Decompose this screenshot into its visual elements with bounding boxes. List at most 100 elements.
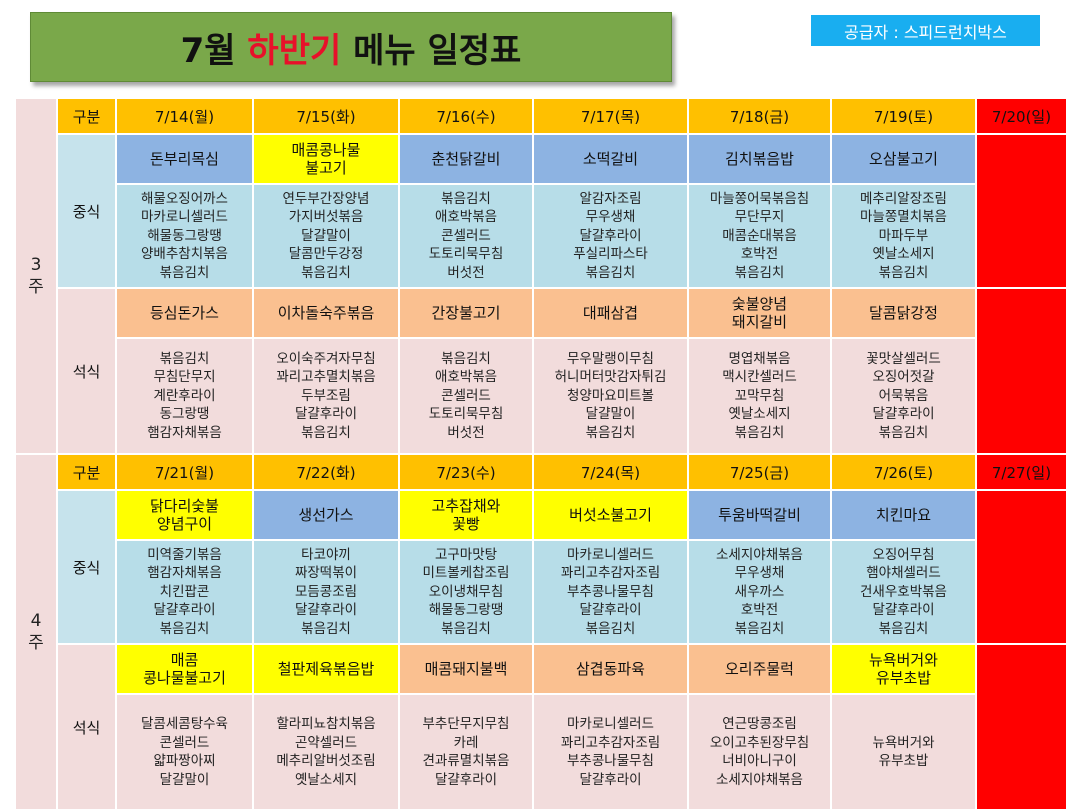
side-dish: 마늘쫑어묵볶음침	[709, 190, 810, 207]
date-header: 7/19(토)	[830, 97, 977, 135]
date-header: 7/26(토)	[830, 453, 977, 491]
week-unit: 주	[28, 633, 44, 653]
main-dish: 소떡갈비	[532, 133, 689, 185]
side-dishes: 마카로니셀러드 꽈리고추감자조림 부추콩나물무침 달걀후라이	[532, 693, 689, 811]
side-dish: 콘셀러드	[441, 387, 491, 404]
side-dish: 양배추참치볶음	[141, 246, 228, 263]
side-dish: 옛날소세지	[728, 406, 791, 423]
side-dish: 명엽채볶음	[728, 350, 791, 367]
side-dish: 달걀후라이	[294, 406, 358, 423]
side-dish: 도토리묵무침	[428, 246, 504, 263]
side-dish: 짜장떡볶이	[294, 565, 358, 582]
main-dish: 뉴욕버거와 유부초밥	[830, 643, 977, 695]
side-dishes: 볶음김치 무침단무지 계란후라이 동그랑땡 햄감자채볶음	[115, 337, 254, 455]
main-dish-line: 양념구이	[156, 515, 213, 533]
main-dish: 철판제육볶음밥	[252, 643, 400, 695]
main-dish-line: 삼겹동파육	[575, 660, 645, 678]
main-dish-line: 고추잡채와	[431, 497, 501, 515]
side-dish: 볶음김치	[878, 264, 929, 281]
page-title: 7월 하반기 메뉴 일정표	[30, 12, 672, 82]
side-dish: 달콤만두강정	[288, 246, 364, 263]
side-dish: 달걀후라이	[579, 227, 642, 244]
side-dish: 오이고추된장무침	[709, 734, 810, 751]
side-dishes: 연근땅콩조림 오이고추된장무침 너비아니구이 소세지야채볶음	[687, 693, 832, 811]
side-dish: 달걀후라이	[579, 602, 642, 619]
main-dish: 오리주물럭	[687, 643, 832, 695]
main-dish-line: 매콤	[170, 651, 199, 669]
side-dish: 무우생채	[585, 209, 636, 226]
side-dish: 모듬콩조림	[294, 583, 358, 600]
side-dish: 달걀말이	[585, 406, 636, 423]
side-dish: 가지버섯볶음	[288, 209, 364, 226]
side-dish: 부추단무지무침	[422, 716, 510, 732]
side-dish: 달걀후라이	[434, 771, 498, 788]
side-dishes: 마늘쫑어묵볶음침 무단무지 매콤순대볶음 호박전 볶음김치	[687, 183, 832, 289]
side-dish: 동그랑땡	[159, 406, 210, 423]
date-header: 7/24(목)	[532, 453, 689, 491]
main-dish: 김치볶음밥	[687, 133, 832, 185]
side-dish: 오이냉채무침	[428, 583, 504, 600]
side-dish: 뉴욕버거와	[872, 734, 935, 751]
side-dishes: 명엽채볶음 맥시칸셀러드 꼬막무침 옛날소세지 볶음김치	[687, 337, 832, 455]
sunday-header: 7/27(일)	[975, 453, 1068, 491]
side-dishes: 타코야끼 짜장떡볶이 모듬콩조림 달걀후라이 볶음김치	[252, 539, 400, 645]
main-dish-line: 닭다리숯불	[149, 497, 219, 515]
main-dish-line: 숯불양념	[731, 295, 788, 313]
dinner-label: 석식	[56, 643, 117, 811]
side-dishes: 무우말랭이무침 허니머터맛감자튀김 청양마요미트볼 달걀말이 볶음김치	[532, 337, 689, 455]
main-dish-line: 버섯소불고기	[569, 506, 652, 524]
side-dish: 알감자조림	[579, 190, 642, 207]
main-dish: 고추잡채와 꽃빵	[398, 489, 534, 541]
sunday-closed-cell	[975, 287, 1068, 455]
side-dish: 볶음김치	[734, 620, 785, 637]
side-dish: 오이숙주겨자무침	[276, 350, 376, 367]
sunday-closed-cell	[975, 133, 1068, 289]
date-header: 7/17(목)	[532, 97, 689, 135]
side-dish: 볶음김치	[734, 424, 785, 441]
date-header: 7/21(월)	[115, 453, 254, 491]
side-dish: 꽈리고추감자조림	[560, 565, 661, 582]
main-dish-line: 매콤돼지불백	[424, 660, 508, 678]
main-dish-line: 오삼불고기	[868, 150, 938, 168]
side-dish: 버섯전	[447, 424, 485, 441]
side-dish: 버섯전	[447, 264, 485, 281]
side-dish: 오징어젓갈	[872, 369, 935, 386]
date-header: 7/15(화)	[252, 97, 400, 135]
side-dish: 볶음김치	[301, 620, 351, 637]
side-dishes: 볶음김치 애호박볶음 콘셀러드 도토리묵무침 버섯전	[398, 183, 534, 289]
main-dish-line: 생선가스	[298, 506, 354, 524]
side-dish: 꼬막무침	[734, 387, 785, 404]
side-dishes: 알감자조림 무우생채 달걀후라이 푸실리파스타 볶음김치	[532, 183, 689, 289]
side-dish: 볶음김치	[301, 424, 351, 441]
sunday-closed-cell	[975, 489, 1068, 645]
main-dish: 치킨마요	[830, 489, 977, 541]
week-header-row: 3 주 구분 7/14(월) 7/15(화) 7/16(수) 7/17(목) 7/18(금) 7…	[14, 97, 1068, 455]
side-dish: 허니머터맛감자튀김	[554, 369, 667, 386]
side-dishes: 메추리알장조림 마늘쫑멸치볶음 마파두부 옛날소세지 볶음김치	[830, 183, 977, 289]
main-dish-line: 콩나물불고기	[143, 669, 226, 687]
main-dish-line: 유부초밥	[875, 669, 932, 687]
side-dish: 볶음김치	[734, 264, 785, 281]
side-dish: 볶음김치	[159, 620, 210, 637]
side-dish: 달콤세콤탕수육	[141, 716, 228, 732]
side-dish: 꽈리고추멸치볶음	[276, 369, 376, 386]
side-dish: 유부초밥	[878, 753, 929, 769]
date-header: 7/16(수)	[398, 97, 534, 135]
title-suffix: 메뉴 일정표	[341, 30, 522, 71]
side-dishes: 해물오징어까스 마카로니셀러드 해물동그랑땡 양배추참치볶음 볶음김치	[115, 183, 254, 289]
supplier-badge: 공급자 : 스피드런치박스	[811, 15, 1040, 46]
main-dish: 버섯소불고기	[532, 489, 689, 541]
main-dish-line: 치킨마요	[875, 506, 932, 524]
side-dish: 호박전	[740, 602, 779, 619]
side-dish: 옛날소세지	[294, 771, 358, 788]
main-dish-line: 달콤닭강정	[868, 304, 938, 322]
side-dish: 마파두부	[878, 227, 929, 244]
dinner-items-row: 달콤세콤탕수육 콘셀러드 얇파짱아찌 달걀말이 할라피뇨참치볶음 곤약셀러드 메추리알버섯조…	[15, 693, 1067, 811]
main-dish: 이차돌숙주볶음	[252, 287, 400, 339]
side-dish: 얇파짱아찌	[153, 753, 216, 769]
side-dish: 달걀후라이	[872, 406, 935, 423]
